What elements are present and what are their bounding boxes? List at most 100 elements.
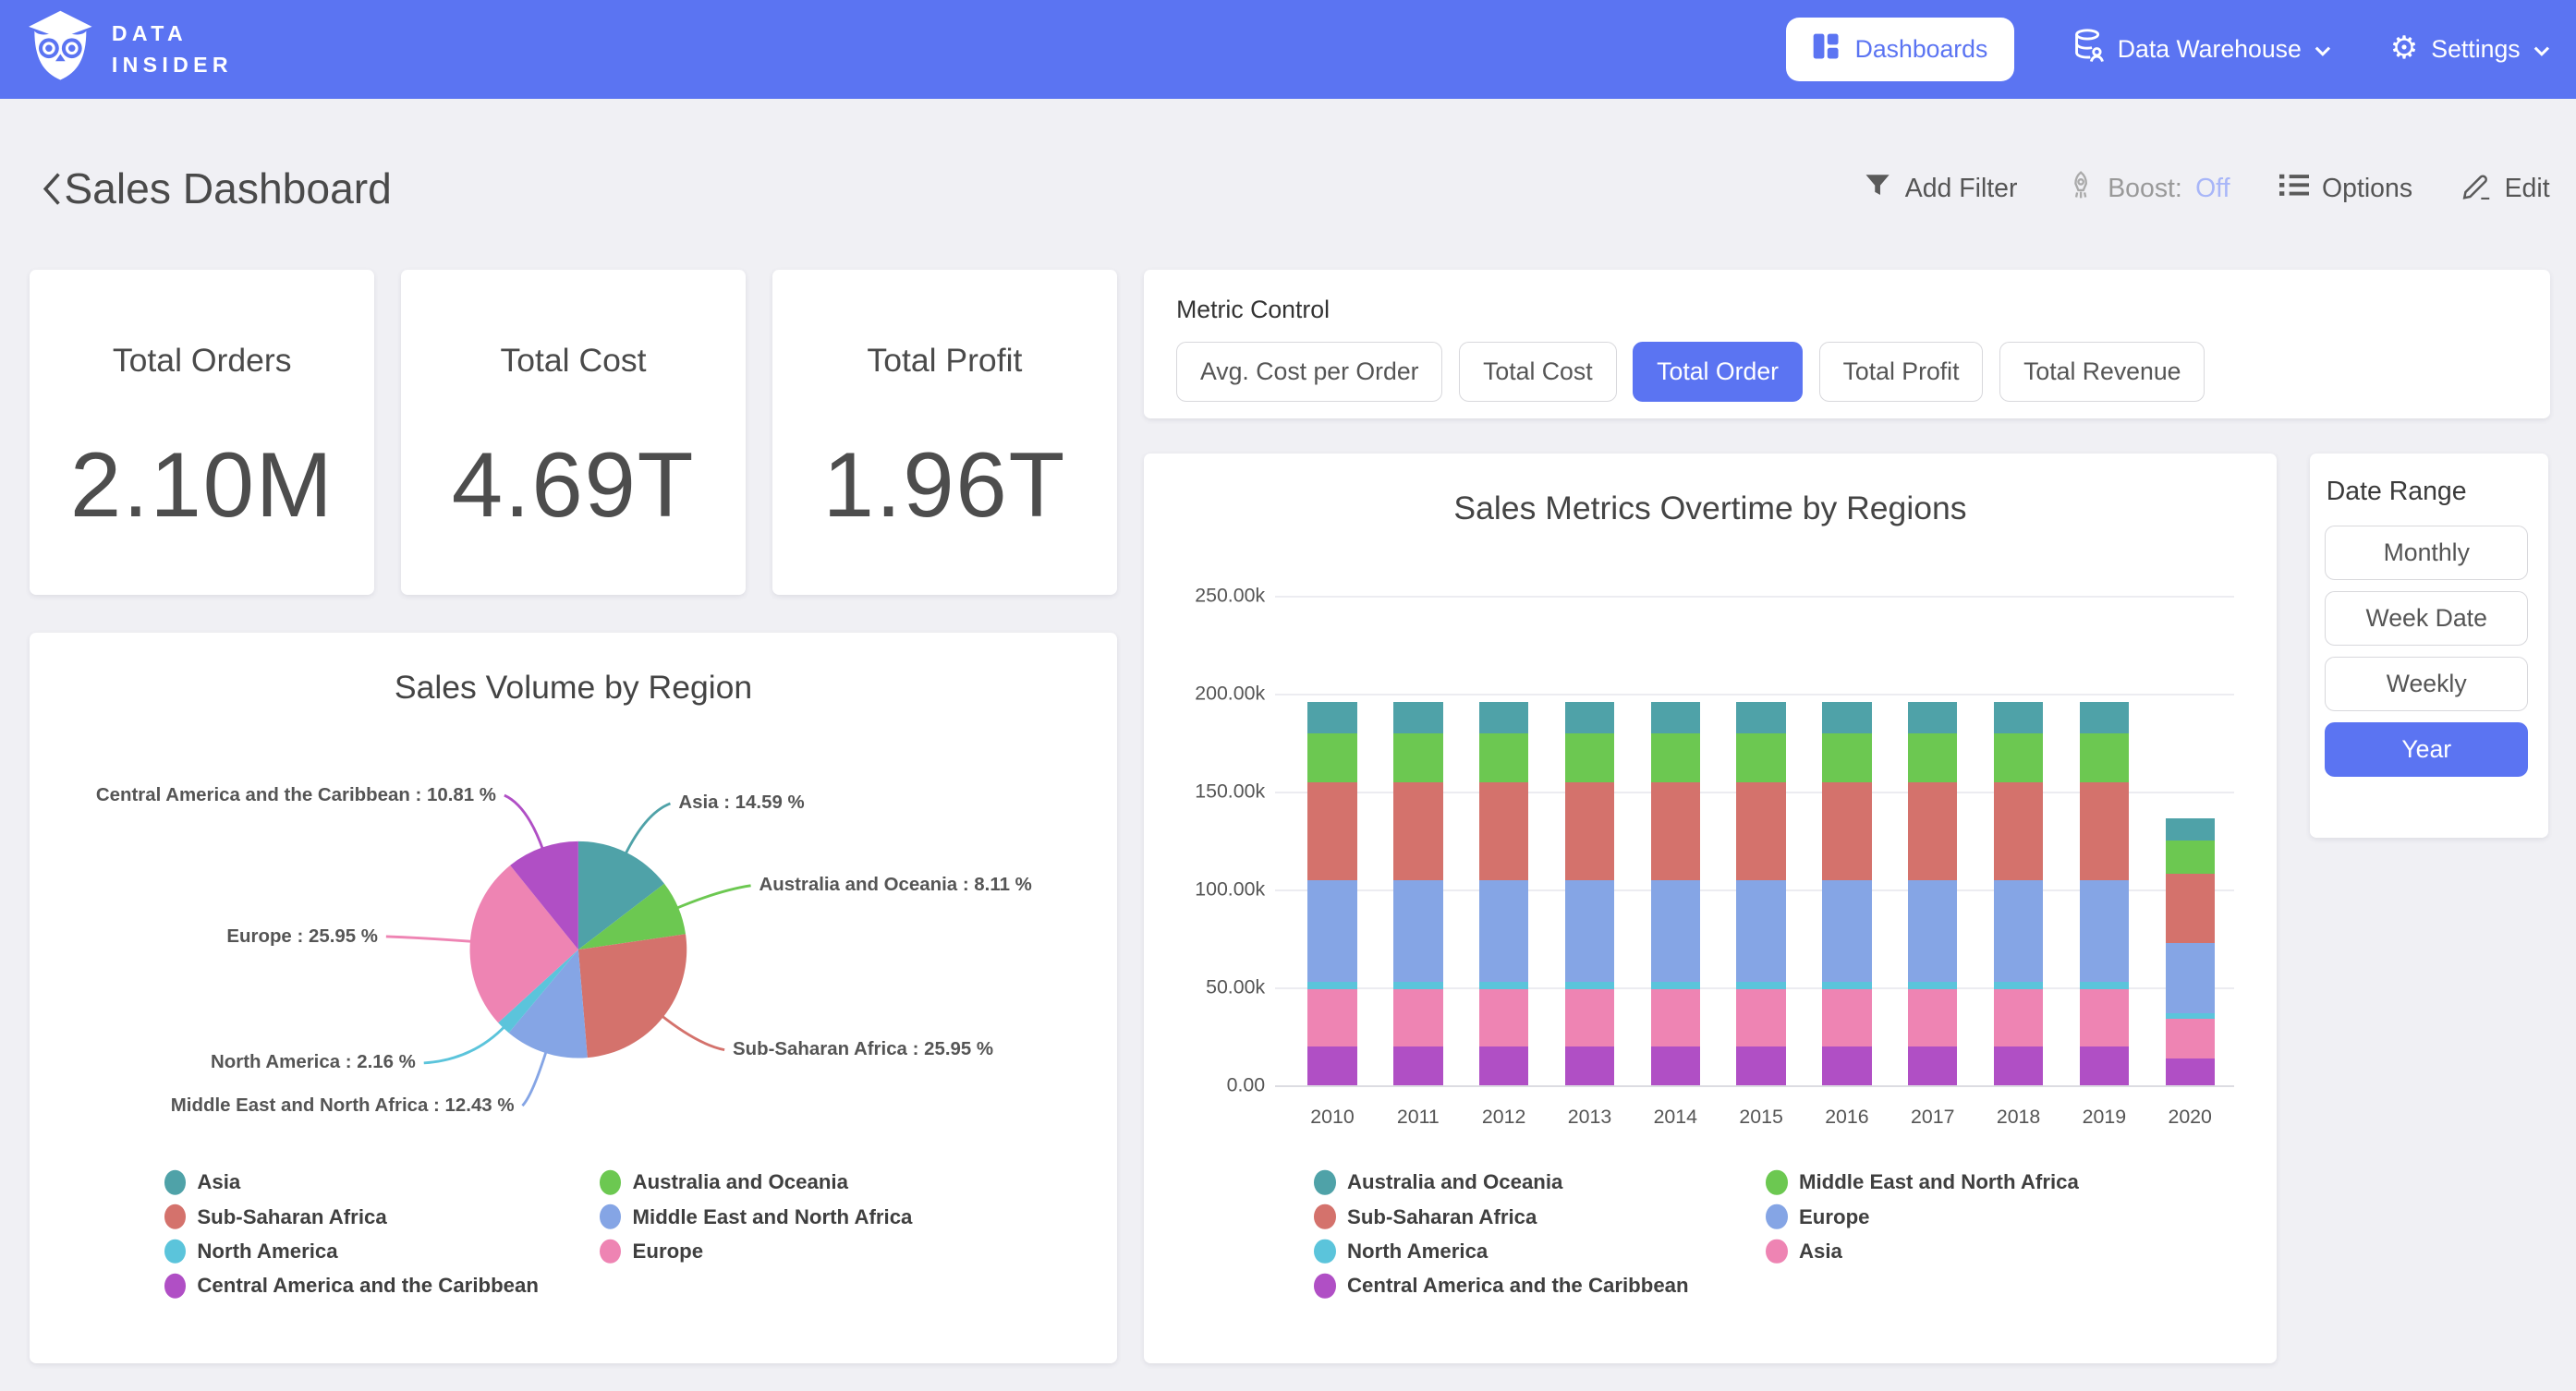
bar-segment[interactable] [2079, 879, 2130, 982]
bar-segment[interactable] [1307, 781, 1357, 880]
bar-segment[interactable] [1564, 989, 1615, 1046]
bar-segment[interactable] [2165, 1058, 2215, 1086]
bar-segment[interactable] [1822, 781, 1872, 880]
bar-segment[interactable] [1478, 981, 1529, 990]
bar-segment[interactable] [1564, 981, 1615, 990]
pie-slice[interactable] [577, 841, 665, 950]
bar-segment[interactable] [2165, 874, 2215, 943]
metric-button-total-revenue[interactable]: Total Revenue [1999, 341, 2205, 402]
bar-segment[interactable] [1908, 1046, 1958, 1086]
bar-segment[interactable] [2165, 1012, 2215, 1020]
bar-segment[interactable] [2079, 981, 2130, 990]
bar-segment[interactable] [1736, 989, 1786, 1046]
bar-segment[interactable] [1650, 981, 1700, 990]
bar-segment[interactable] [2165, 818, 2215, 841]
bar-segment[interactable] [1822, 981, 1872, 990]
bar-segment[interactable] [1993, 981, 2044, 990]
bar-segment[interactable] [1307, 732, 1357, 782]
bar-segment[interactable] [1393, 1046, 1443, 1086]
bar-segment[interactable] [1908, 781, 1958, 880]
bar-segment[interactable] [1650, 732, 1700, 782]
bar-segment[interactable] [1393, 732, 1443, 782]
bar-segment[interactable] [1393, 989, 1443, 1046]
pie-slice[interactable] [469, 865, 578, 1022]
bar-segment[interactable] [1822, 989, 1872, 1046]
nav-data-warehouse[interactable]: Data Warehouse [2073, 29, 2331, 69]
bar-segment[interactable] [2079, 732, 2130, 782]
bar-segment[interactable] [1736, 879, 1786, 982]
date-range-monthly[interactable]: Monthly [2325, 525, 2529, 580]
bar-segment[interactable] [1908, 989, 1958, 1046]
bar-segment[interactable] [2079, 1046, 2130, 1086]
bar-segment[interactable] [1393, 781, 1443, 880]
pie-slice[interactable] [577, 883, 687, 950]
options-button[interactable]: Options [2278, 173, 2412, 205]
bar-segment[interactable] [1908, 701, 1958, 733]
bar-segment[interactable] [1564, 732, 1615, 782]
bar-segment[interactable] [2165, 1019, 2215, 1058]
bar-segment[interactable] [1564, 701, 1615, 733]
bar-segment[interactable] [1393, 701, 1443, 733]
date-range-week-date[interactable]: Week Date [2325, 591, 2529, 646]
bar-segment[interactable] [1736, 981, 1786, 990]
bar-segment[interactable] [2079, 781, 2130, 880]
bar-segment[interactable] [1736, 781, 1786, 880]
bar-segment[interactable] [1650, 879, 1700, 982]
bar-segment[interactable] [1650, 781, 1700, 880]
bar-segment[interactable] [1307, 989, 1357, 1046]
bar-segment[interactable] [1822, 1046, 1872, 1086]
bar-segment[interactable] [2079, 989, 2130, 1046]
bar-segment[interactable] [1993, 1046, 2044, 1086]
bar-segment[interactable] [1822, 701, 1872, 733]
nav-settings[interactable]: ⚙ Settings [2390, 33, 2550, 65]
bar-segment[interactable] [1564, 879, 1615, 982]
nav-dashboards[interactable]: Dashboards [1785, 17, 2014, 81]
bar-segment[interactable] [2079, 701, 2130, 733]
bar-segment[interactable] [2165, 841, 2215, 875]
bar-segment[interactable] [1822, 732, 1872, 782]
bar-segment[interactable] [1393, 879, 1443, 982]
date-range-weekly[interactable]: Weekly [2325, 657, 2529, 711]
bar-segment[interactable] [1564, 1046, 1615, 1086]
bar-segment[interactable] [1736, 732, 1786, 782]
bar-segment[interactable] [1993, 781, 2044, 880]
pie-slice[interactable] [577, 933, 687, 1058]
metric-button-avg-cost-per-order[interactable]: Avg. Cost per Order [1176, 341, 1443, 402]
pie-slice[interactable] [508, 949, 588, 1058]
bar-segment[interactable] [1993, 989, 2044, 1046]
date-range-year[interactable]: Year [2325, 722, 2529, 778]
bar-segment[interactable] [1478, 781, 1529, 880]
metric-button-total-profit[interactable]: Total Profit [1818, 341, 1984, 402]
bar-segment[interactable] [1564, 781, 1615, 880]
bar-segment[interactable] [1650, 989, 1700, 1046]
bar-segment[interactable] [1393, 981, 1443, 990]
bar-segment[interactable] [1307, 701, 1357, 733]
bar-segment[interactable] [1307, 879, 1357, 982]
pie-slice[interactable] [498, 949, 578, 1033]
bar-segment[interactable] [1993, 879, 2044, 982]
bar-segment[interactable] [1650, 701, 1700, 733]
bar-segment[interactable] [1908, 732, 1958, 782]
bar-segment[interactable] [1478, 1046, 1529, 1086]
bar-segment[interactable] [1993, 732, 2044, 782]
bar-segment[interactable] [1307, 1046, 1357, 1086]
bar-segment[interactable] [1478, 989, 1529, 1046]
bar-segment[interactable] [1478, 701, 1529, 733]
metric-button-total-cost[interactable]: Total Cost [1459, 341, 1617, 402]
bar-segment[interactable] [1908, 981, 1958, 990]
bar-segment[interactable] [2165, 942, 2215, 1013]
bar-segment[interactable] [1736, 701, 1786, 733]
back-button[interactable] [40, 171, 65, 207]
bar-segment[interactable] [1736, 1046, 1786, 1086]
bar-segment[interactable] [1650, 1046, 1700, 1086]
bar-segment[interactable] [1908, 879, 1958, 982]
bar-segment[interactable] [1478, 732, 1529, 782]
add-filter-button[interactable]: Add Filter [1864, 171, 2017, 206]
bar-segment[interactable] [1993, 701, 2044, 733]
boost-toggle[interactable]: Boost: Off [2067, 170, 2230, 209]
bar-segment[interactable] [1822, 879, 1872, 982]
bar-segment[interactable] [1478, 879, 1529, 982]
metric-button-total-order[interactable]: Total Order [1633, 341, 1803, 402]
edit-button[interactable]: Edit [2461, 170, 2550, 207]
pie-slice[interactable] [510, 841, 578, 950]
